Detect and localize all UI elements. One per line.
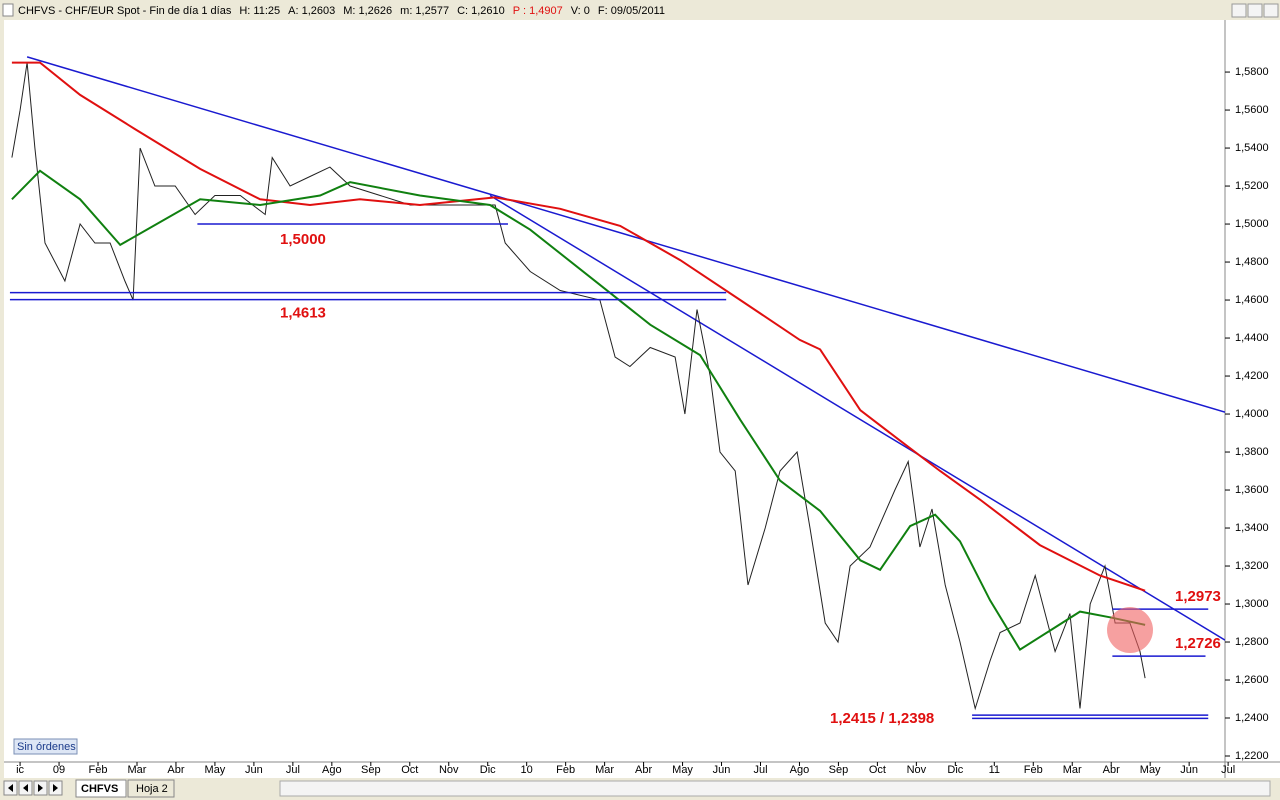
y-tick-label: 1,4800 (1235, 256, 1269, 268)
x-tick-label: Abr (635, 764, 652, 776)
y-tick-label: 1,3000 (1235, 598, 1269, 610)
window-icon (2, 3, 14, 17)
x-tick-label: May (1140, 764, 1161, 776)
y-tick-label: 1,2600 (1235, 674, 1269, 686)
y-tick-label: 1,4200 (1235, 370, 1269, 382)
y-tick-label: 1,3600 (1235, 484, 1269, 496)
plot (9, 56, 1225, 720)
header-field: M: 1,2626 (343, 5, 392, 17)
x-tick-label: 09 (53, 764, 65, 776)
highlight-circle (1107, 607, 1153, 653)
x-tick-label: Jun (245, 764, 263, 776)
tab-active[interactable] (75, 779, 127, 798)
y-tick-label: 1,5000 (1235, 218, 1269, 230)
nav-arrows (8, 784, 58, 792)
tab[interactable] (127, 779, 175, 798)
x-tick-label: 11 (989, 764, 1000, 776)
header-field: F: 09/05/2011 (598, 5, 665, 17)
x-tick-label: Jul (1221, 764, 1235, 776)
tab-label: CHFVS (81, 783, 118, 795)
header-field: A: 1,2603 (288, 5, 335, 17)
x-tick-label: Oct (401, 764, 418, 776)
level-label: 1,2973 (1175, 588, 1221, 605)
x-tick-label: Mar (595, 764, 614, 776)
orders-button[interactable] (13, 738, 78, 755)
y-tick-label: 1,5800 (1235, 66, 1269, 78)
x-tick-label: Nov (907, 764, 927, 776)
x-tick-label: Mar (128, 764, 147, 776)
y-tick-label: 1,4400 (1235, 332, 1269, 344)
y-tick-label: 1,4600 (1235, 294, 1269, 306)
y-tick-label: 1,2200 (1235, 750, 1269, 762)
x-tick-label: May (672, 764, 693, 776)
title-bar (0, 0, 1280, 20)
close-button[interactable] (1263, 3, 1279, 18)
y-tick-label: 1,2800 (1235, 636, 1269, 648)
x-tick-label: Dic (480, 764, 496, 776)
x-tick-label: 10 (521, 764, 533, 776)
header-field: V: 0 (571, 5, 590, 17)
scrollbar[interactable] (279, 780, 1271, 797)
y-tick-label: 1,3400 (1235, 522, 1269, 534)
window-buttons[interactable] (1231, 3, 1279, 18)
x-tick-label: Feb (556, 764, 575, 776)
header-field: C: 1,2610 (457, 5, 505, 17)
x-tick-label: Abr (167, 764, 184, 776)
header-field: P : 1,4907 (513, 5, 563, 17)
x-tick-label: Mar (1063, 764, 1082, 776)
header-field: CHFVS - CHF/EUR Spot - Fin de día 1 días (18, 5, 232, 17)
x-tick-label: Abr (1103, 764, 1120, 776)
x-tick-label: Feb (89, 764, 108, 776)
x-tick-label: Feb (1024, 764, 1043, 776)
level-label: 1,5000 (280, 231, 326, 248)
x-tick-label: ic (16, 764, 24, 776)
x-tick-label: Oct (869, 764, 886, 776)
header-field: H: 11:25 (239, 5, 280, 17)
header-text: CHFVS - CHF/EUR Spot - Fin de día 1 días… (18, 5, 665, 17)
x-tick-label: Jul (753, 764, 767, 776)
x-tick-label: Ago (322, 764, 342, 776)
y-tick-label: 1,5200 (1235, 180, 1269, 192)
y-tick-label: 1,2400 (1235, 712, 1269, 724)
x-tick-label: Dic (947, 764, 963, 776)
x-tick-label: Jul (286, 764, 300, 776)
header-field: m: 1,2577 (400, 5, 449, 17)
moving-average (11, 61, 1146, 592)
x-tick-label: Nov (439, 764, 459, 776)
trendline (489, 194, 1225, 641)
moving-average (11, 169, 1146, 651)
y-tick-label: 1,3200 (1235, 560, 1269, 572)
trendline (26, 56, 1225, 413)
nav-buttons[interactable] (3, 780, 63, 796)
chart-area (4, 20, 1280, 778)
x-tick-label: Sep (829, 764, 849, 776)
x-tick-label: Sep (361, 764, 381, 776)
price-line (11, 62, 1146, 711)
x-tick-label: May (205, 764, 226, 776)
y-tick-label: 1,5600 (1235, 104, 1269, 116)
x-tick-label: Jun (713, 764, 731, 776)
orders-text: Sin órdenes (17, 741, 76, 753)
y-tick-label: 1,4000 (1235, 408, 1269, 420)
maximize-button[interactable] (1247, 3, 1263, 18)
y-tick-label: 1,3800 (1235, 446, 1269, 458)
tab-label: Hoja 2 (136, 783, 168, 795)
level-label: 1,2726 (1175, 635, 1221, 652)
x-tick-label: Ago (790, 764, 810, 776)
x-tick-label: Jun (1180, 764, 1198, 776)
level-label: 1,2415 / 1,2398 (830, 710, 934, 727)
level-label: 1,4613 (280, 305, 326, 322)
minimize-button[interactable] (1231, 3, 1247, 18)
y-tick-label: 1,5400 (1235, 142, 1269, 154)
